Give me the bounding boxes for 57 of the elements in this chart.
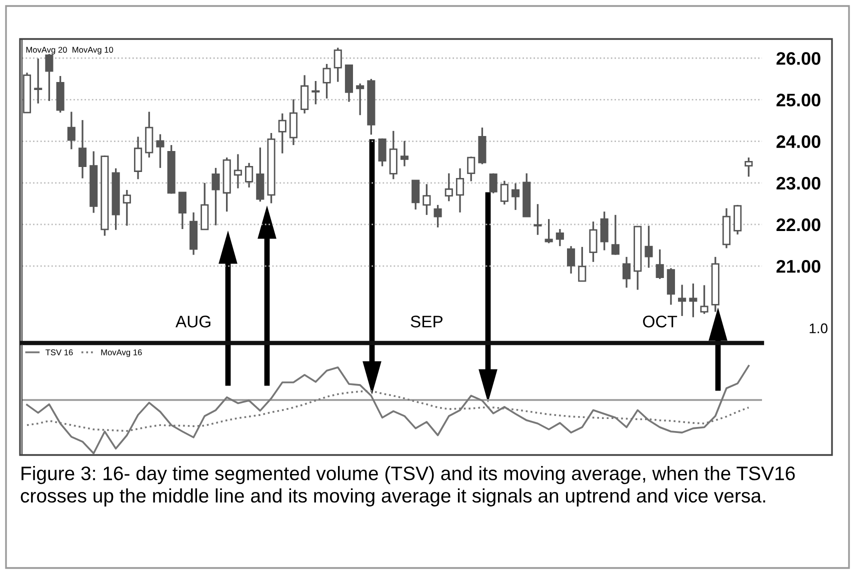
legend-label: MovAvg 16 [101, 349, 142, 357]
candlestick [511, 182, 520, 211]
candlestick [567, 245, 576, 274]
candlestick [322, 63, 331, 100]
candlestick [611, 214, 620, 256]
candlestick [412, 180, 420, 210]
candlestick [422, 183, 431, 216]
caption: Figure 3: 16- day time segmented volume (TSV) and its moving average, when the TSV16 crosses up the middle line and its moving average it signals an uptrend and vice versa. [20, 466, 795, 506]
candlestick [378, 138, 386, 168]
candlestick [744, 156, 753, 178]
candlestick [622, 256, 631, 289]
candlestick [456, 168, 464, 214]
candlestick [544, 218, 553, 244]
candlestick [78, 119, 87, 180]
candlestick [656, 248, 664, 280]
candlestick [400, 140, 409, 168]
candlestick [644, 224, 653, 269]
x-tick-label: SEP [410, 316, 442, 328]
y-tick-label: 24.00 [776, 135, 820, 148]
y-tick-label: 22.00 [776, 218, 820, 232]
x-tick-label: OCT [643, 316, 678, 328]
candlestick [489, 172, 498, 194]
candlestick [67, 110, 76, 150]
candlestick [122, 189, 131, 227]
legend-label: TSV 16 [46, 349, 73, 356]
candlestick [245, 162, 254, 188]
candlestick [300, 74, 309, 114]
candlestick [212, 167, 220, 226]
candlestick [467, 156, 476, 182]
candlestick [578, 246, 586, 282]
candlestick [356, 82, 364, 116]
candlestick [534, 203, 542, 236]
y-tick-label: 25.00 [776, 94, 820, 106]
annotation: MovAvg 20 MovAvg 10 [26, 46, 114, 54]
candlestick [700, 284, 708, 315]
candlestick [689, 282, 698, 318]
candlestick [234, 153, 242, 190]
text: 1.0 [810, 323, 828, 334]
candlestick [678, 284, 686, 317]
candlestick [45, 53, 54, 102]
candlestick [434, 204, 442, 228]
candlestick [134, 136, 142, 180]
y-tick-label: 21.00 [776, 260, 820, 273]
y-tick-label: 23.00 [776, 176, 820, 190]
x-tick-label: AUG [176, 316, 210, 328]
candlestick [334, 46, 342, 83]
candlestick [278, 112, 286, 154]
candlestick [312, 80, 320, 106]
candlestick [556, 228, 564, 247]
candlestick [600, 210, 608, 252]
candlestick [34, 58, 42, 104]
candlestick [500, 180, 508, 206]
y-tick-label: 26.00 [776, 52, 820, 65]
candlestick [589, 220, 598, 263]
candlestick [444, 172, 453, 202]
candlestick [178, 192, 186, 230]
candlestick [156, 133, 164, 169]
